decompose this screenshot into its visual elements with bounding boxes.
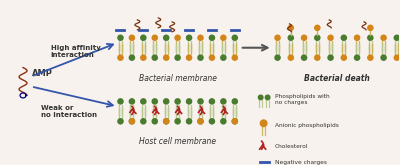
Circle shape — [197, 98, 204, 105]
Circle shape — [314, 34, 320, 41]
Circle shape — [152, 98, 158, 105]
Circle shape — [197, 118, 204, 125]
Circle shape — [288, 34, 294, 41]
Circle shape — [174, 34, 181, 41]
Circle shape — [197, 34, 204, 41]
Circle shape — [288, 25, 294, 31]
Circle shape — [380, 54, 387, 61]
Circle shape — [186, 54, 192, 61]
Circle shape — [354, 54, 360, 61]
Text: Phospholipids with
no charges: Phospholipids with no charges — [274, 94, 329, 105]
Circle shape — [197, 54, 204, 61]
Circle shape — [265, 94, 270, 100]
Circle shape — [129, 98, 135, 105]
Circle shape — [288, 54, 294, 61]
Circle shape — [117, 98, 124, 105]
Text: Anionic phospholipids: Anionic phospholipids — [274, 123, 338, 128]
Circle shape — [314, 54, 320, 61]
Circle shape — [140, 98, 147, 105]
Text: Bacterial death: Bacterial death — [304, 74, 370, 82]
Circle shape — [340, 34, 347, 41]
Circle shape — [140, 34, 147, 41]
Circle shape — [367, 54, 374, 61]
Circle shape — [163, 54, 170, 61]
Circle shape — [220, 54, 227, 61]
Circle shape — [174, 54, 181, 61]
Circle shape — [367, 25, 374, 31]
Circle shape — [163, 118, 170, 125]
Circle shape — [354, 34, 360, 41]
Circle shape — [152, 118, 158, 125]
Text: AMP: AMP — [32, 69, 53, 78]
Circle shape — [380, 34, 387, 41]
Text: Host cell membrane: Host cell membrane — [139, 137, 216, 146]
Text: Bacterial membrane: Bacterial membrane — [139, 74, 217, 82]
Circle shape — [186, 34, 192, 41]
Circle shape — [140, 54, 147, 61]
Circle shape — [260, 119, 268, 127]
Circle shape — [220, 34, 227, 41]
Text: High affinity
interaction: High affinity interaction — [51, 45, 101, 58]
Circle shape — [209, 118, 215, 125]
Circle shape — [209, 54, 215, 61]
Circle shape — [140, 118, 147, 125]
Circle shape — [394, 54, 400, 61]
Circle shape — [301, 34, 307, 41]
Circle shape — [367, 34, 374, 41]
Circle shape — [274, 54, 281, 61]
Circle shape — [232, 118, 238, 125]
Circle shape — [174, 98, 181, 105]
Circle shape — [129, 118, 135, 125]
Circle shape — [117, 118, 124, 125]
Circle shape — [327, 54, 334, 61]
Circle shape — [163, 118, 170, 125]
Circle shape — [327, 34, 334, 41]
Circle shape — [117, 54, 124, 61]
Circle shape — [129, 54, 135, 61]
Circle shape — [258, 94, 264, 100]
Circle shape — [117, 34, 124, 41]
Circle shape — [197, 118, 204, 125]
Circle shape — [209, 34, 215, 41]
Circle shape — [232, 118, 238, 125]
Circle shape — [163, 34, 170, 41]
Circle shape — [340, 54, 347, 61]
Text: Cholesterol: Cholesterol — [274, 144, 308, 149]
Circle shape — [314, 25, 320, 31]
Text: Negative charges: Negative charges — [274, 160, 326, 165]
Circle shape — [394, 34, 400, 41]
Circle shape — [232, 54, 238, 61]
Circle shape — [232, 98, 238, 105]
Circle shape — [174, 118, 181, 125]
Circle shape — [301, 54, 307, 61]
Circle shape — [129, 34, 135, 41]
Circle shape — [186, 98, 192, 105]
Circle shape — [152, 54, 158, 61]
Circle shape — [186, 118, 192, 125]
Circle shape — [274, 34, 281, 41]
Circle shape — [129, 118, 135, 125]
Circle shape — [220, 118, 227, 125]
Text: Weak or
no interaction: Weak or no interaction — [41, 105, 97, 118]
Circle shape — [163, 98, 170, 105]
Circle shape — [220, 98, 227, 105]
Circle shape — [232, 34, 238, 41]
Circle shape — [209, 98, 215, 105]
Circle shape — [152, 34, 158, 41]
